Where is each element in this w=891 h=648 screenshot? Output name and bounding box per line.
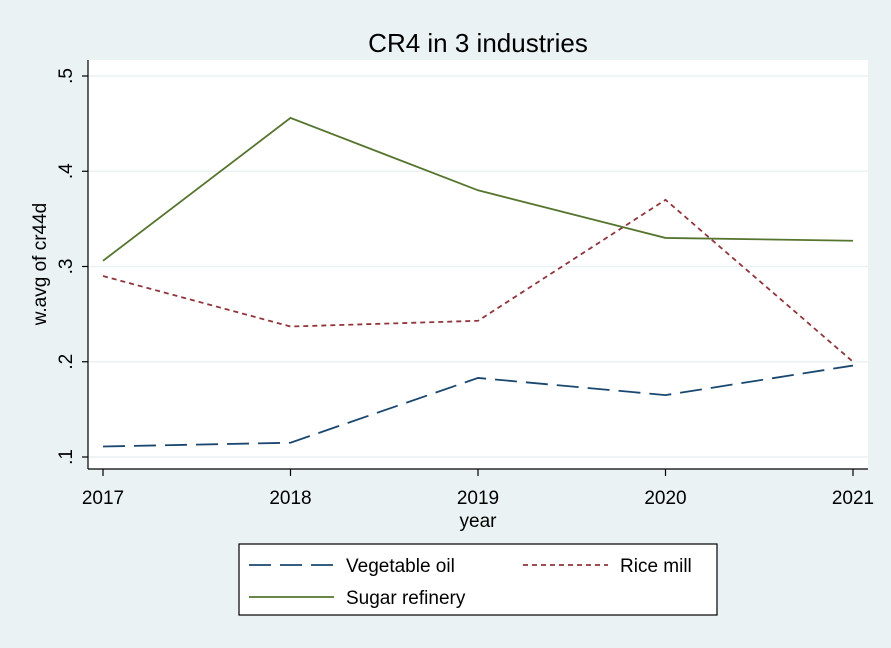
y-tick-label: .1 <box>56 449 77 465</box>
y-tick-label: .5 <box>56 68 77 84</box>
y-tick-label: .2 <box>56 354 77 370</box>
series-line-vegetable-oil <box>102 364 854 448</box>
y-tick-label: .3 <box>56 259 77 275</box>
legend-label-vegetable-oil: Vegetable oil <box>346 556 455 577</box>
x-axis-label: year <box>460 511 498 532</box>
y-axis-label: w.avg of cr44d <box>30 203 51 327</box>
chart-title: CR4 in 3 industries <box>368 28 588 58</box>
x-tick-label: 2020 <box>644 488 686 509</box>
y-tick-label: .4 <box>56 163 77 179</box>
legend-box <box>238 543 718 616</box>
x-tick-label: 2021 <box>832 488 874 509</box>
legend-label-rice-mill: Rice mill <box>620 556 692 577</box>
series-line-rice-mill <box>102 198 854 363</box>
y-tick-labels: .1 .2 .3 .4 .5 <box>56 68 77 465</box>
legend-label-sugar-refinery: Sugar refinery <box>346 588 466 609</box>
x-tick-label: 2019 <box>457 488 499 509</box>
plot-area <box>88 60 868 469</box>
axes <box>82 60 868 476</box>
x-tick-labels: 2017 2018 2019 2020 2021 <box>82 488 874 509</box>
grid-lines <box>88 75 868 458</box>
series-lines <box>102 116 854 448</box>
x-tick-label: 2017 <box>82 488 124 509</box>
series-line-sugar-refinery <box>102 116 854 262</box>
x-tick-label: 2018 <box>269 488 311 509</box>
legend: Vegetable oil Rice mill Sugar refinery <box>238 543 718 616</box>
